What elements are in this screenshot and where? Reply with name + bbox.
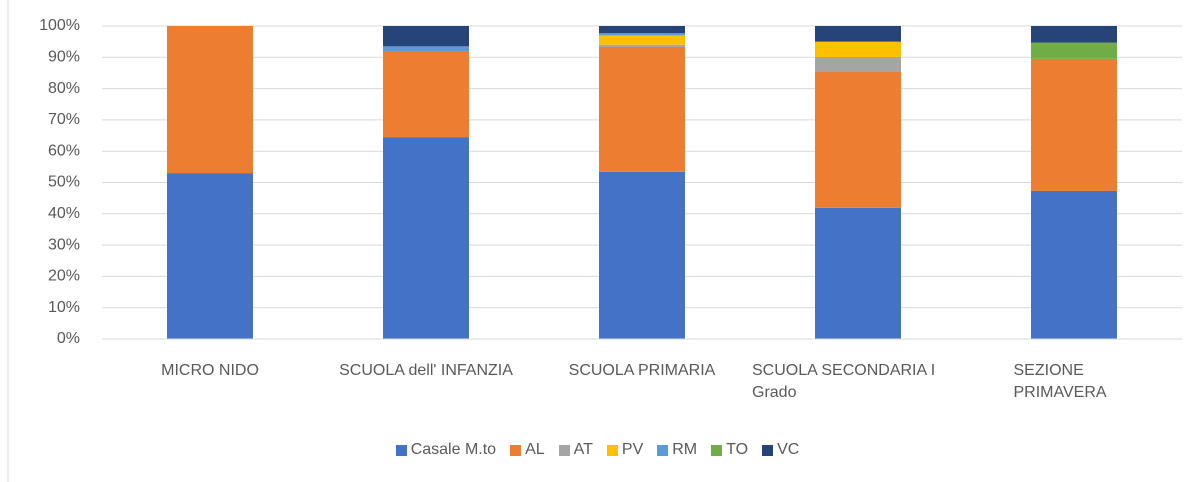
legend-item: VC <box>762 441 799 459</box>
legend-label: TO <box>726 441 749 458</box>
y-tick-label: 10% <box>48 299 80 316</box>
bar-segment <box>599 44 685 47</box>
x-tick-label: SCUOLA dell' INFANZIA <box>339 362 513 379</box>
bar-segment <box>599 26 685 34</box>
bar-segment <box>599 46 685 172</box>
legend-item: PV <box>606 441 644 459</box>
legend-item: RM <box>657 441 697 459</box>
legend-swatch <box>606 444 618 456</box>
bar-segment <box>1031 26 1117 43</box>
bar-segment <box>599 33 685 36</box>
legend: Casale M.to AL AT PV RM TO VC <box>0 441 1195 459</box>
x-tick-label: SCUOLA SECONDARIA I Grado <box>752 362 936 401</box>
legend-label: VC <box>777 441 800 458</box>
bar-segment <box>1031 58 1117 191</box>
legend-label: RM <box>672 441 698 458</box>
legend-swatch <box>711 444 723 456</box>
y-tick-label: 20% <box>48 268 80 285</box>
legend-swatch <box>762 444 774 456</box>
bar-segment <box>383 26 469 47</box>
y-tick-label: 60% <box>48 142 80 159</box>
x-tick-label: SEZIONE PRIMAVERA <box>1013 362 1107 401</box>
bar-segment <box>815 26 901 42</box>
x-tick-label: SCUOLA PRIMARIA <box>568 362 716 379</box>
legend-item: Casale M.to <box>395 441 497 459</box>
legend-item: AL <box>510 441 545 459</box>
bar-segment <box>815 41 901 57</box>
bar-segment <box>167 173 253 339</box>
bar-segment <box>383 51 469 138</box>
y-tick-label: 40% <box>48 205 80 222</box>
y-tick-label: 50% <box>48 174 80 191</box>
legend-label: AL <box>525 441 545 458</box>
y-tick-label: 100% <box>39 17 80 34</box>
bar-segment <box>1031 190 1117 339</box>
bar-segment <box>383 46 469 52</box>
y-tick-label: 90% <box>48 49 80 66</box>
bar-segment <box>815 56 901 73</box>
x-tick-label: MICRO NIDO <box>161 362 259 379</box>
legend-label: Casale M.to <box>410 441 497 458</box>
bar-segment <box>383 137 469 339</box>
legend-swatch <box>395 444 407 456</box>
legend-swatch <box>510 444 522 456</box>
legend-label: PV <box>621 441 644 458</box>
bar-segment <box>599 35 685 45</box>
y-tick-label: 70% <box>48 111 80 128</box>
legend-item: AT <box>558 441 593 459</box>
legend-swatch <box>657 444 669 456</box>
bar-segment <box>167 26 253 174</box>
legend-label: AT <box>573 441 593 458</box>
legend-swatch <box>558 444 570 456</box>
bar-segment <box>1031 42 1117 59</box>
bar-segment <box>599 171 685 339</box>
legend-item: TO <box>711 441 748 459</box>
bar-segment <box>815 207 901 339</box>
y-tick-label: 30% <box>48 236 80 253</box>
bar-segment <box>815 72 901 208</box>
y-tick-label: 0% <box>57 330 80 347</box>
y-tick-label: 80% <box>48 80 80 97</box>
